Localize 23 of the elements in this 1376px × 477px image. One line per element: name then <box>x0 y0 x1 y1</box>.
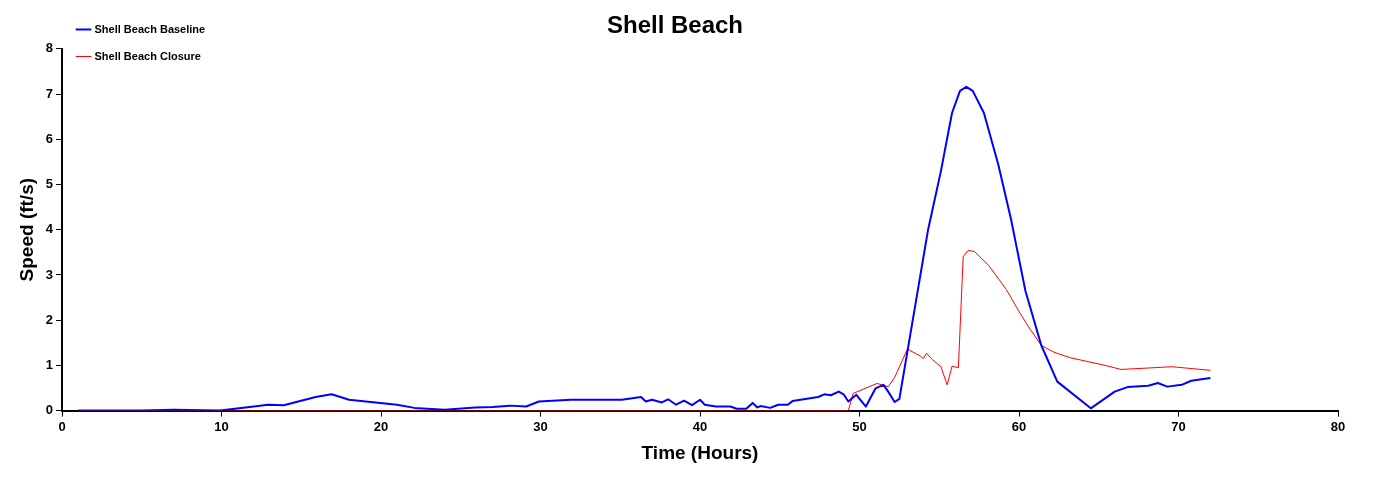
x-tick-label: 30 <box>533 418 548 434</box>
chart-title: Shell Beach <box>606 11 744 39</box>
x-tick-label: 60 <box>1011 418 1027 434</box>
legend-label: Shell Beach Closure <box>94 49 201 62</box>
x-tick-label: 50 <box>852 418 867 434</box>
y-tick-label: 2 <box>45 311 54 327</box>
y-tick-label: 1 <box>45 356 54 372</box>
x-tick-label: 20 <box>373 418 389 434</box>
legend-label: Shell Beach Baseline <box>94 22 206 35</box>
x-tick-label: 80 <box>1330 418 1346 434</box>
x-tick-label: 70 <box>1171 418 1186 434</box>
x-tick-label: 0 <box>58 418 66 434</box>
y-tick-label: 7 <box>45 85 54 101</box>
x-axis-title: Time (Hours) <box>641 441 759 463</box>
y-tick-label: 6 <box>45 130 54 146</box>
y-tick-label: 3 <box>45 266 54 282</box>
y-tick-label: 0 <box>45 402 54 418</box>
y-tick-label: 5 <box>45 176 54 192</box>
y-tick-label: 8 <box>45 40 54 56</box>
y-tick-label: 4 <box>45 221 54 237</box>
x-tick-label: 40 <box>692 418 708 434</box>
x-tick-label: 10 <box>214 418 229 434</box>
y-axis-title: Speed (ft/s) <box>15 177 37 282</box>
